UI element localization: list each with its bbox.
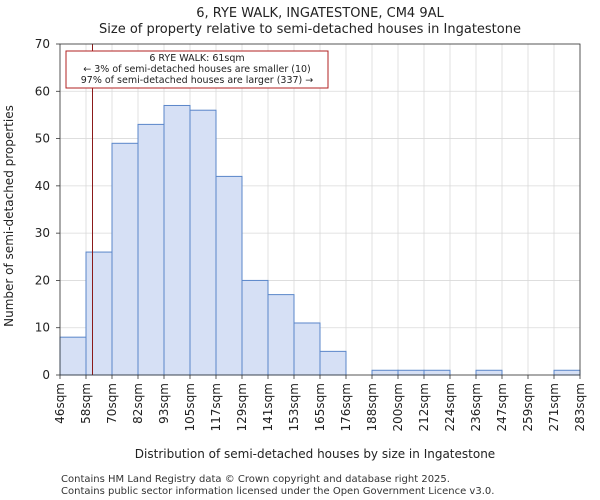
bar (423, 369, 451, 376)
x-tick-label: 224sqm (443, 383, 457, 431)
annotation-line-3: 97% of semi-detached houses are larger (… (81, 75, 314, 86)
y-tick-label: 10 (35, 321, 50, 335)
x-tick-label: 259sqm (521, 383, 535, 431)
x-tick-layer: 46sqm 58sqm 70sqm 82sqm 93sqm 105sqm 117sqm 129… (53, 375, 587, 431)
y-tick-label: 40 (35, 179, 50, 193)
y-axis-label: Number of semi-detached properties (2, 105, 16, 327)
bar (111, 142, 139, 376)
x-tick-label: 129sqm (235, 383, 249, 431)
annotation-line-2: ← 3% of semi-detached houses are smaller… (83, 64, 311, 75)
bar (137, 123, 165, 376)
y-tick-label: 30 (35, 226, 50, 240)
x-tick-label: 247sqm (495, 383, 509, 431)
y-tick-label: 50 (35, 132, 50, 146)
annotation-border (65, 50, 329, 89)
x-tick-label: 93sqm (157, 383, 171, 424)
x-tick-label: 200sqm (391, 383, 405, 431)
y-tick-layer: 0 10 20 30 40 50 60 70 (35, 37, 60, 382)
bar (267, 294, 295, 376)
bar (85, 251, 113, 376)
annotation-line-1: 6 RYE WALK: 61sqm (149, 53, 244, 64)
x-tick-label: 105sqm (183, 383, 197, 431)
x-tick-label: 271sqm (547, 383, 561, 431)
bar (189, 109, 217, 376)
x-tick-label: 236sqm (469, 383, 483, 431)
bars-layer (59, 104, 581, 376)
y-tick-label: 20 (35, 273, 50, 287)
annotation-box: 6 RYE WALK: 61sqm ← 3% of semi-detached … (65, 50, 329, 89)
x-tick-label: 165sqm (313, 383, 327, 431)
chart-title: 6, RYE WALK, INGATESTONE, CM4 9AL (196, 6, 444, 21)
chart-subtitle: Size of property relative to semi-detach… (99, 22, 521, 37)
y-tick-label: 70 (35, 37, 50, 51)
x-tick-label: 176sqm (339, 383, 353, 431)
x-axis-label: Distribution of semi-detached houses by … (135, 447, 495, 461)
bar (293, 322, 321, 376)
x-tick-label: 82sqm (131, 383, 145, 424)
bar (241, 279, 269, 376)
x-tick-label: 188sqm (365, 383, 379, 431)
x-tick-label: 283sqm (573, 383, 587, 431)
x-tick-label: 117sqm (209, 383, 223, 431)
bar (397, 369, 425, 376)
bar (371, 369, 399, 376)
y-tick-label: 60 (35, 84, 50, 98)
x-tick-label: 212sqm (417, 383, 431, 431)
footer-line-2: Contains public sector information licen… (61, 486, 494, 497)
bar (215, 175, 243, 376)
x-tick-label: 153sqm (287, 383, 301, 431)
bar (475, 369, 503, 376)
y-tick-label: 0 (42, 368, 50, 382)
bar (553, 369, 581, 376)
x-tick-label: 141sqm (261, 383, 275, 431)
x-tick-label: 70sqm (105, 383, 119, 424)
bar (319, 350, 347, 376)
bar (163, 104, 191, 376)
x-tick-label: 58sqm (79, 383, 93, 424)
x-tick-label: 46sqm (53, 383, 67, 424)
footer-line-1: Contains HM Land Registry data © Crown c… (61, 474, 450, 485)
bar (59, 336, 87, 376)
